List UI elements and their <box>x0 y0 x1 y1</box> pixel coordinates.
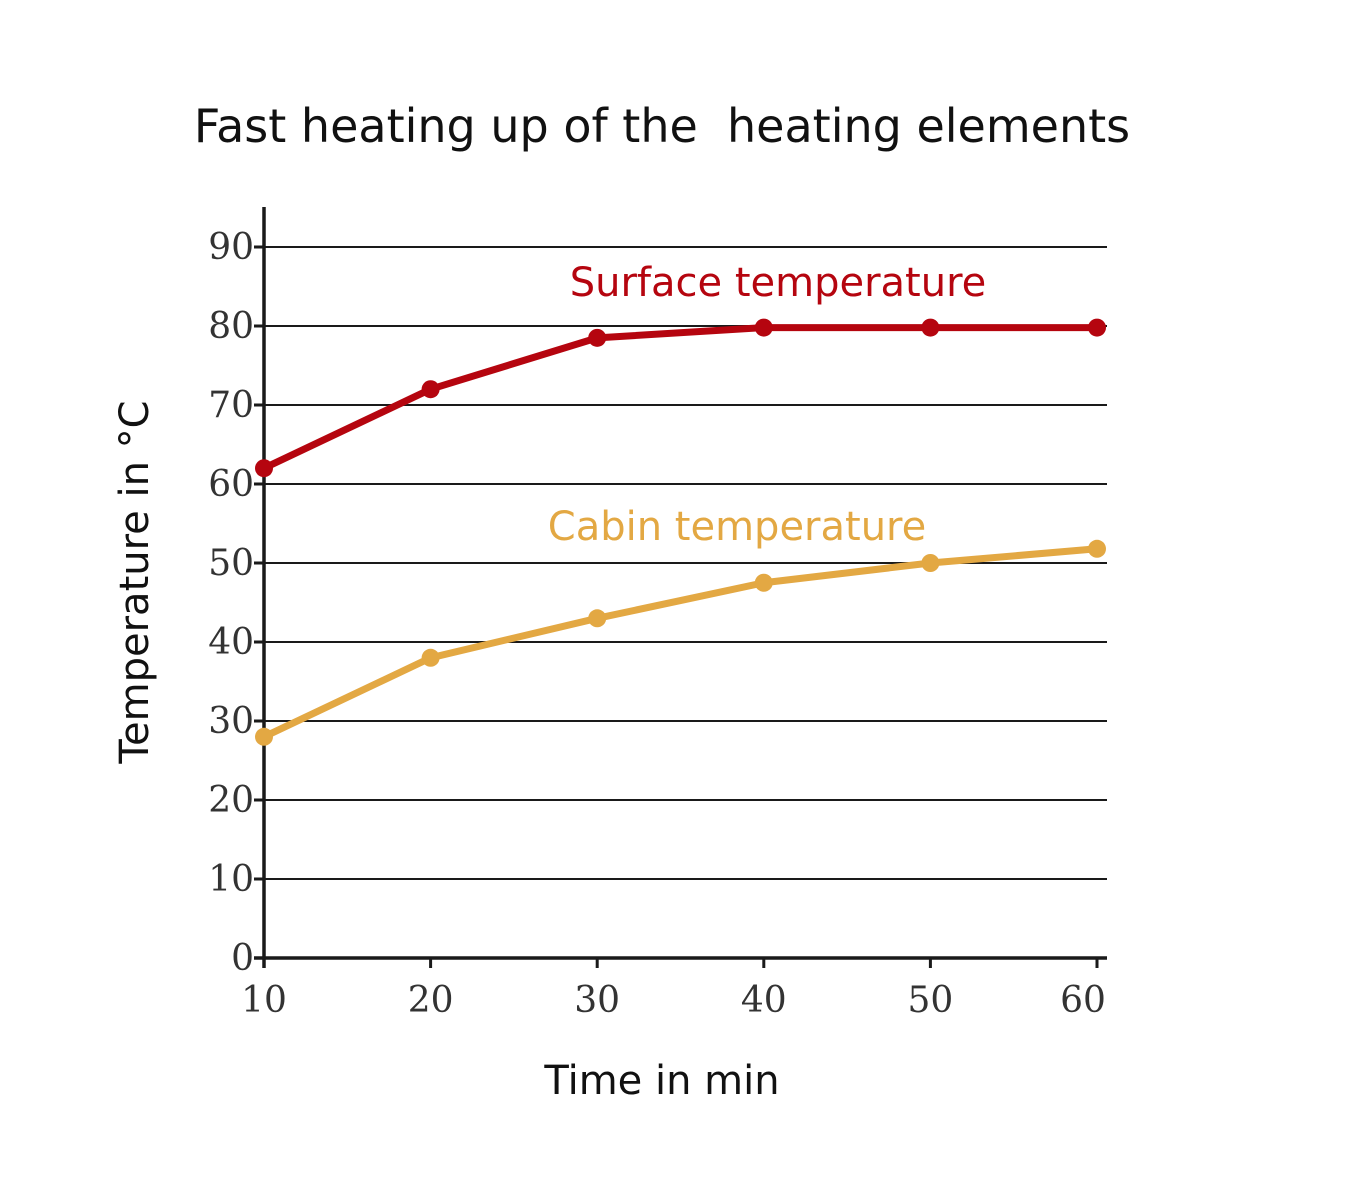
data-point <box>754 573 773 592</box>
data-point <box>255 459 273 478</box>
data-point <box>1088 318 1106 337</box>
series-layer <box>255 318 1106 746</box>
x-tick-label: 50 <box>907 980 953 1021</box>
data-point <box>921 554 940 572</box>
data-point <box>921 318 940 337</box>
y-tick-label: 0 <box>231 938 254 979</box>
y-tick-label: 30 <box>208 701 254 742</box>
y-tick-label: 80 <box>208 306 254 347</box>
chart-title: Fast heating up of the heating elements <box>194 99 1130 153</box>
data-point <box>588 328 607 347</box>
y-tick-label: 70 <box>208 385 254 426</box>
x-tick-label: 30 <box>574 980 620 1021</box>
series-labels: Surface temperature Cabin temperature <box>548 260 986 550</box>
data-point <box>255 727 273 746</box>
y-tick-label: 60 <box>208 464 254 505</box>
x-tick-label: 20 <box>408 980 454 1021</box>
data-point <box>421 380 440 399</box>
y-tick-label: 90 <box>208 227 254 268</box>
series-line <box>260 324 1101 472</box>
x-axis-label: Time in min <box>543 1058 779 1104</box>
series-label: Cabin temperature <box>548 504 926 550</box>
series-line <box>260 545 1101 741</box>
y-tick-label: 50 <box>208 543 254 584</box>
data-point <box>1088 539 1106 558</box>
y-tick-label: 40 <box>208 622 254 663</box>
axes <box>254 207 1107 968</box>
y-tick-label: 10 <box>208 859 254 900</box>
x-tick-label: 40 <box>741 980 787 1021</box>
data-point <box>588 609 607 628</box>
y-axis-label: Temperature in °C <box>112 400 158 764</box>
grid-lines <box>264 246 1107 880</box>
series-label: Surface temperature <box>570 260 987 306</box>
x-tick-label: 10 <box>241 980 287 1021</box>
x-tick-label: 60 <box>1060 980 1106 1021</box>
y-tick-label: 20 <box>208 780 254 821</box>
data-point <box>754 318 773 337</box>
data-point <box>421 648 440 667</box>
